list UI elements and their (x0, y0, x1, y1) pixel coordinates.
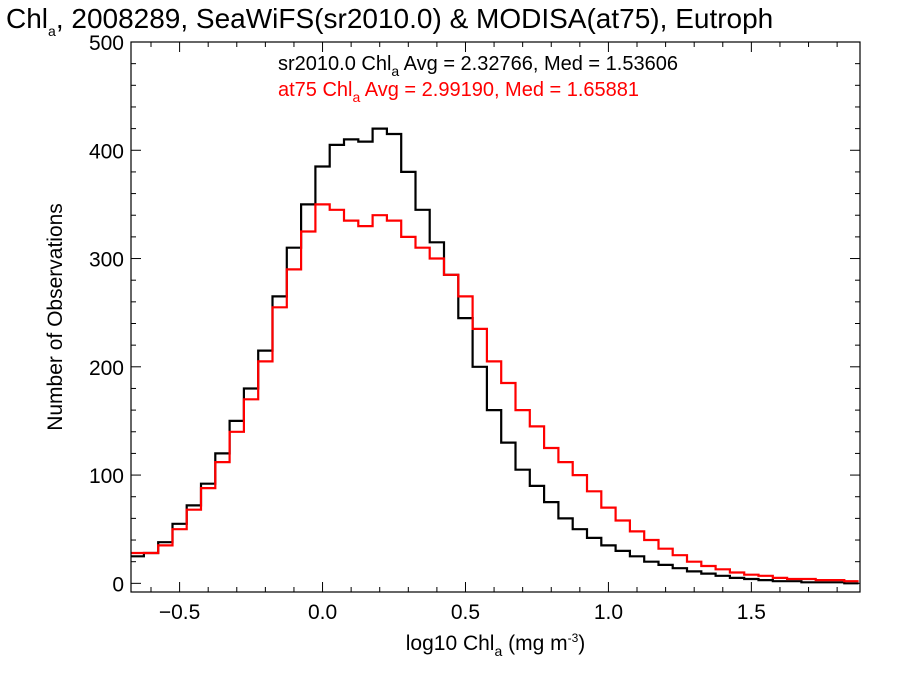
y-tick-label: 500 (89, 32, 124, 55)
y-tick-label: 0 (112, 573, 124, 596)
plot-frame (130, 41, 861, 593)
y-tick-label: 200 (89, 357, 124, 380)
legend-entry-at75: at75 Chla Avg = 2.99190, Med = 1.65881 (278, 79, 639, 105)
chart-title: Chla, 2008289, SeaWiFS(sr2010.0) & MODIS… (6, 3, 773, 39)
series-layer (131, 127, 859, 585)
legend-entry-sr2010: sr2010.0 Chla Avg = 2.32766, Med = 1.536… (278, 53, 678, 79)
x-tick-label: −0.5 (159, 601, 200, 624)
y-axis-label: Number of Observations (44, 203, 67, 431)
x-axis-label: log10 Chla (mg m-3) (406, 631, 586, 659)
x-tick-label: 0.5 (451, 601, 480, 624)
x-tick-label: 0.0 (308, 601, 337, 624)
x-tick-label: 1.0 (594, 601, 623, 624)
series-line-sr2010 (131, 127, 859, 585)
y-tick-label: 400 (89, 140, 124, 163)
x-tick-label: 1.5 (737, 601, 766, 624)
series-line-at75 (131, 203, 859, 583)
tick-layer: −0.5 0.0 0.5 1.0 1.5 0 100 200 300 400 500 (89, 32, 860, 624)
y-tick-label: 300 (89, 249, 124, 272)
y-tick-label: 100 (89, 465, 124, 488)
